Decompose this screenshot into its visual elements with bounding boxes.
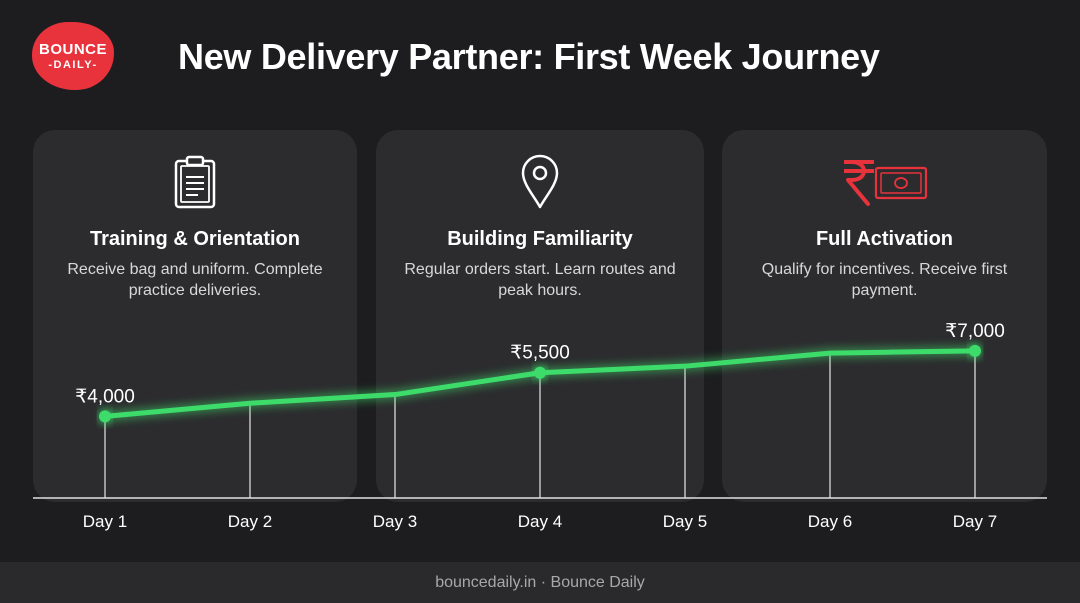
x-tick-label: Day 2	[228, 512, 272, 531]
clipboard-icon	[167, 152, 223, 212]
x-tick-label: Day 6	[808, 512, 852, 531]
x-tick-label: Day 7	[953, 512, 997, 531]
data-label: ₹7,000	[945, 321, 1005, 342]
data-label: ₹5,500	[510, 343, 570, 364]
brand-logo-line1: BOUNCE	[38, 40, 107, 58]
x-tick-label: Day 3	[373, 512, 417, 531]
brand-logo-line2: -DAILY-	[48, 58, 98, 71]
data-point	[969, 344, 981, 357]
stage-card-activation: Full Activation Qualify for incentives. …	[722, 130, 1047, 502]
data-point	[99, 410, 111, 423]
x-tick-label: Day 5	[663, 512, 707, 531]
stage-title: Training & Orientation	[89, 228, 300, 250]
rupee-cash-icon	[840, 152, 930, 212]
stage-title: Full Activation	[815, 228, 954, 250]
page-title: New Delivery Partner: First Week Journey	[178, 36, 880, 77]
stage-title: Building Familiarity	[447, 228, 633, 250]
brand-logo: BOUNCE -DAILY-	[32, 22, 114, 90]
data-label: ₹4,000	[75, 386, 135, 407]
footer: bouncedaily.in · Bounce Daily	[0, 562, 1080, 603]
x-tick-label: Day 1	[83, 512, 127, 531]
x-tick-label: Day 4	[518, 512, 562, 531]
stage-description: Receive bag and uniform. Complete practi…	[67, 261, 323, 299]
stage-description: Qualify for incentives. Receive first pa…	[761, 261, 1008, 299]
data-point	[534, 366, 546, 379]
location-pin-icon	[512, 152, 568, 212]
stage-description: Regular orders start. Learn routes and p…	[404, 261, 676, 299]
earnings-line-chart: ₹4,000 ₹5,500 ₹7,000 Day 1 Day 2 Day 3 Day 4 Da…	[33, 321, 1047, 531]
stage-card-training: Training & Orientation Receive bag and u…	[33, 130, 357, 502]
